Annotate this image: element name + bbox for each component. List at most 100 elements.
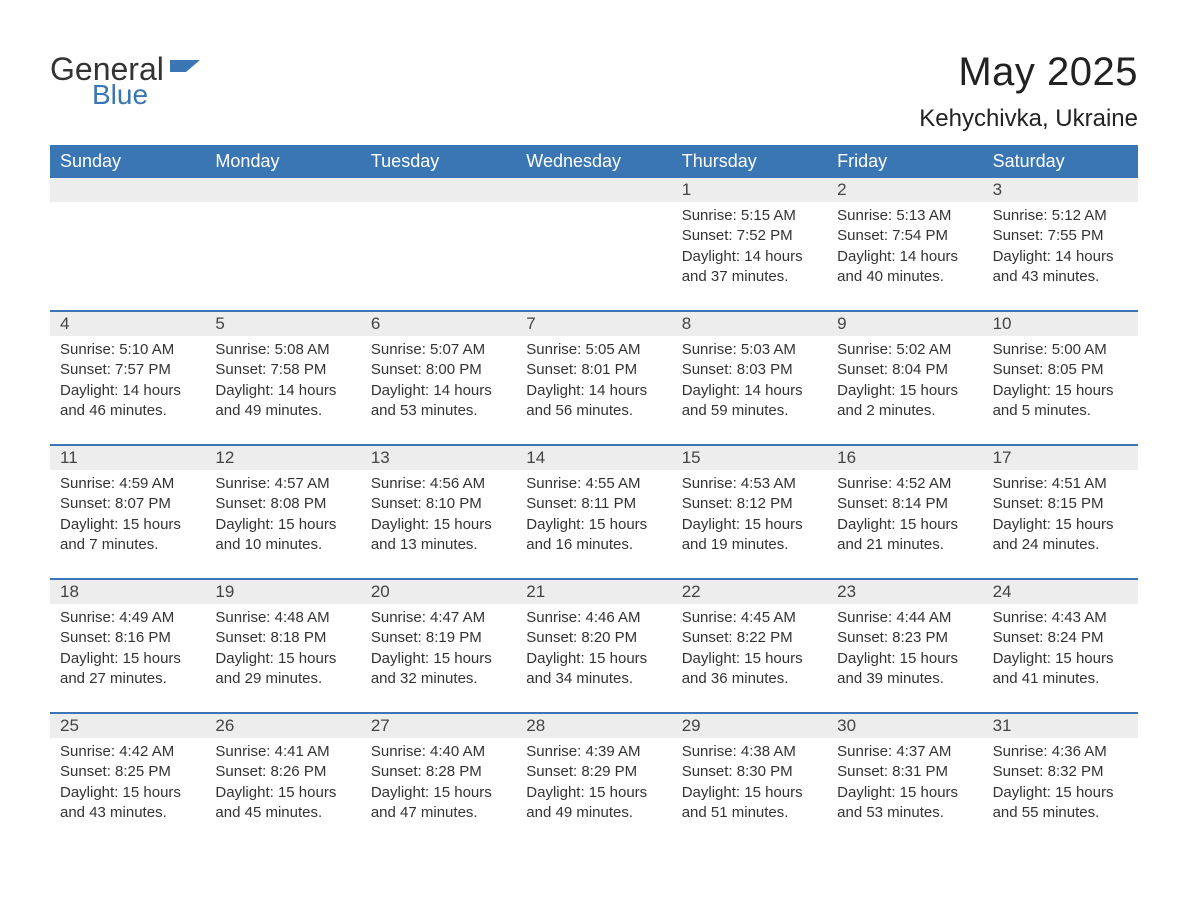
day-header-cell: Monday bbox=[205, 145, 360, 178]
date-cell bbox=[361, 178, 516, 202]
day-header-row: SundayMondayTuesdayWednesdayThursdayFrid… bbox=[50, 145, 1138, 178]
day-content-cell: Sunrise: 4:59 AMSunset: 8:07 PMDaylight:… bbox=[50, 470, 205, 578]
day-content-cell: Sunrise: 4:39 AMSunset: 8:29 PMDaylight:… bbox=[516, 738, 671, 846]
date-cell: 4 bbox=[50, 312, 205, 336]
content-row: Sunrise: 4:42 AMSunset: 8:25 PMDaylight:… bbox=[50, 738, 1138, 846]
calendar: SundayMondayTuesdayWednesdayThursdayFrid… bbox=[50, 145, 1138, 846]
date-cell: 26 bbox=[205, 714, 360, 738]
day-content-cell: Sunrise: 4:53 AMSunset: 8:12 PMDaylight:… bbox=[672, 470, 827, 578]
date-cell: 27 bbox=[361, 714, 516, 738]
page-header: General Blue May 2025 Kehychivka, Ukrain… bbox=[50, 50, 1138, 133]
day-header-cell: Sunday bbox=[50, 145, 205, 178]
logo: General Blue bbox=[50, 50, 200, 111]
content-row: Sunrise: 5:15 AMSunset: 7:52 PMDaylight:… bbox=[50, 202, 1138, 310]
day-content-cell: Sunrise: 4:48 AMSunset: 8:18 PMDaylight:… bbox=[205, 604, 360, 712]
date-cell: 10 bbox=[983, 312, 1138, 336]
flag-icon bbox=[170, 56, 200, 85]
day-content-cell: Sunrise: 4:47 AMSunset: 8:19 PMDaylight:… bbox=[361, 604, 516, 712]
date-cell: 19 bbox=[205, 580, 360, 604]
date-cell: 12 bbox=[205, 446, 360, 470]
calendar-week: 123Sunrise: 5:15 AMSunset: 7:52 PMDaylig… bbox=[50, 178, 1138, 310]
day-content-cell: Sunrise: 4:56 AMSunset: 8:10 PMDaylight:… bbox=[361, 470, 516, 578]
location-label: Kehychivka, Ukraine bbox=[919, 105, 1138, 133]
day-content-cell: Sunrise: 5:00 AMSunset: 8:05 PMDaylight:… bbox=[983, 336, 1138, 444]
calendar-week: 11121314151617Sunrise: 4:59 AMSunset: 8:… bbox=[50, 444, 1138, 578]
date-cell bbox=[516, 178, 671, 202]
date-cell bbox=[205, 178, 360, 202]
day-content-cell: Sunrise: 5:08 AMSunset: 7:58 PMDaylight:… bbox=[205, 336, 360, 444]
content-row: Sunrise: 4:59 AMSunset: 8:07 PMDaylight:… bbox=[50, 470, 1138, 578]
day-content-cell: Sunrise: 5:12 AMSunset: 7:55 PMDaylight:… bbox=[983, 202, 1138, 310]
date-cell: 7 bbox=[516, 312, 671, 336]
date-cell: 16 bbox=[827, 446, 982, 470]
day-content-cell: Sunrise: 4:49 AMSunset: 8:16 PMDaylight:… bbox=[50, 604, 205, 712]
date-row: 11121314151617 bbox=[50, 446, 1138, 470]
date-cell: 2 bbox=[827, 178, 982, 202]
day-header-cell: Friday bbox=[827, 145, 982, 178]
day-content-cell: Sunrise: 4:40 AMSunset: 8:28 PMDaylight:… bbox=[361, 738, 516, 846]
day-content-cell: Sunrise: 4:42 AMSunset: 8:25 PMDaylight:… bbox=[50, 738, 205, 846]
day-content-cell: Sunrise: 4:37 AMSunset: 8:31 PMDaylight:… bbox=[827, 738, 982, 846]
calendar-week: 18192021222324Sunrise: 4:49 AMSunset: 8:… bbox=[50, 578, 1138, 712]
date-row: 25262728293031 bbox=[50, 714, 1138, 738]
date-cell: 5 bbox=[205, 312, 360, 336]
day-header-cell: Thursday bbox=[672, 145, 827, 178]
date-cell: 9 bbox=[827, 312, 982, 336]
month-title: May 2025 bbox=[919, 50, 1138, 95]
date-cell bbox=[50, 178, 205, 202]
day-header-cell: Tuesday bbox=[361, 145, 516, 178]
date-cell: 17 bbox=[983, 446, 1138, 470]
day-content-cell: Sunrise: 5:07 AMSunset: 8:00 PMDaylight:… bbox=[361, 336, 516, 444]
date-cell: 20 bbox=[361, 580, 516, 604]
content-row: Sunrise: 4:49 AMSunset: 8:16 PMDaylight:… bbox=[50, 604, 1138, 712]
day-content-cell: Sunrise: 5:15 AMSunset: 7:52 PMDaylight:… bbox=[672, 202, 827, 310]
day-content-cell: Sunrise: 4:43 AMSunset: 8:24 PMDaylight:… bbox=[983, 604, 1138, 712]
date-cell: 11 bbox=[50, 446, 205, 470]
day-content-cell: Sunrise: 4:36 AMSunset: 8:32 PMDaylight:… bbox=[983, 738, 1138, 846]
date-cell: 25 bbox=[50, 714, 205, 738]
calendar-week: 45678910Sunrise: 5:10 AMSunset: 7:57 PMD… bbox=[50, 310, 1138, 444]
title-block: May 2025 Kehychivka, Ukraine bbox=[919, 50, 1138, 133]
date-cell: 8 bbox=[672, 312, 827, 336]
date-cell: 1 bbox=[672, 178, 827, 202]
date-cell: 15 bbox=[672, 446, 827, 470]
date-cell: 13 bbox=[361, 446, 516, 470]
date-cell: 22 bbox=[672, 580, 827, 604]
calendar-week: 25262728293031Sunrise: 4:42 AMSunset: 8:… bbox=[50, 712, 1138, 846]
day-header-cell: Saturday bbox=[983, 145, 1138, 178]
date-cell: 30 bbox=[827, 714, 982, 738]
date-row: 18192021222324 bbox=[50, 580, 1138, 604]
day-content-cell: Sunrise: 5:05 AMSunset: 8:01 PMDaylight:… bbox=[516, 336, 671, 444]
day-content-cell bbox=[516, 202, 671, 310]
day-content-cell: Sunrise: 4:44 AMSunset: 8:23 PMDaylight:… bbox=[827, 604, 982, 712]
day-header-cell: Wednesday bbox=[516, 145, 671, 178]
day-content-cell: Sunrise: 4:41 AMSunset: 8:26 PMDaylight:… bbox=[205, 738, 360, 846]
day-content-cell: Sunrise: 5:02 AMSunset: 8:04 PMDaylight:… bbox=[827, 336, 982, 444]
content-row: Sunrise: 5:10 AMSunset: 7:57 PMDaylight:… bbox=[50, 336, 1138, 444]
date-cell: 3 bbox=[983, 178, 1138, 202]
date-cell: 14 bbox=[516, 446, 671, 470]
day-content-cell: Sunrise: 5:03 AMSunset: 8:03 PMDaylight:… bbox=[672, 336, 827, 444]
day-content-cell bbox=[361, 202, 516, 310]
day-content-cell: Sunrise: 5:13 AMSunset: 7:54 PMDaylight:… bbox=[827, 202, 982, 310]
date-cell: 18 bbox=[50, 580, 205, 604]
day-content-cell: Sunrise: 4:38 AMSunset: 8:30 PMDaylight:… bbox=[672, 738, 827, 846]
date-cell: 23 bbox=[827, 580, 982, 604]
day-content-cell: Sunrise: 4:55 AMSunset: 8:11 PMDaylight:… bbox=[516, 470, 671, 578]
day-content-cell: Sunrise: 4:45 AMSunset: 8:22 PMDaylight:… bbox=[672, 604, 827, 712]
day-content-cell bbox=[205, 202, 360, 310]
day-content-cell: Sunrise: 4:46 AMSunset: 8:20 PMDaylight:… bbox=[516, 604, 671, 712]
day-content-cell: Sunrise: 5:10 AMSunset: 7:57 PMDaylight:… bbox=[50, 336, 205, 444]
day-content-cell: Sunrise: 4:57 AMSunset: 8:08 PMDaylight:… bbox=[205, 470, 360, 578]
date-cell: 31 bbox=[983, 714, 1138, 738]
date-cell: 24 bbox=[983, 580, 1138, 604]
date-cell: 29 bbox=[672, 714, 827, 738]
date-row: 123 bbox=[50, 178, 1138, 202]
date-cell: 21 bbox=[516, 580, 671, 604]
day-content-cell: Sunrise: 4:52 AMSunset: 8:14 PMDaylight:… bbox=[827, 470, 982, 578]
day-content-cell bbox=[50, 202, 205, 310]
day-content-cell: Sunrise: 4:51 AMSunset: 8:15 PMDaylight:… bbox=[983, 470, 1138, 578]
date-cell: 28 bbox=[516, 714, 671, 738]
date-cell: 6 bbox=[361, 312, 516, 336]
date-row: 45678910 bbox=[50, 312, 1138, 336]
